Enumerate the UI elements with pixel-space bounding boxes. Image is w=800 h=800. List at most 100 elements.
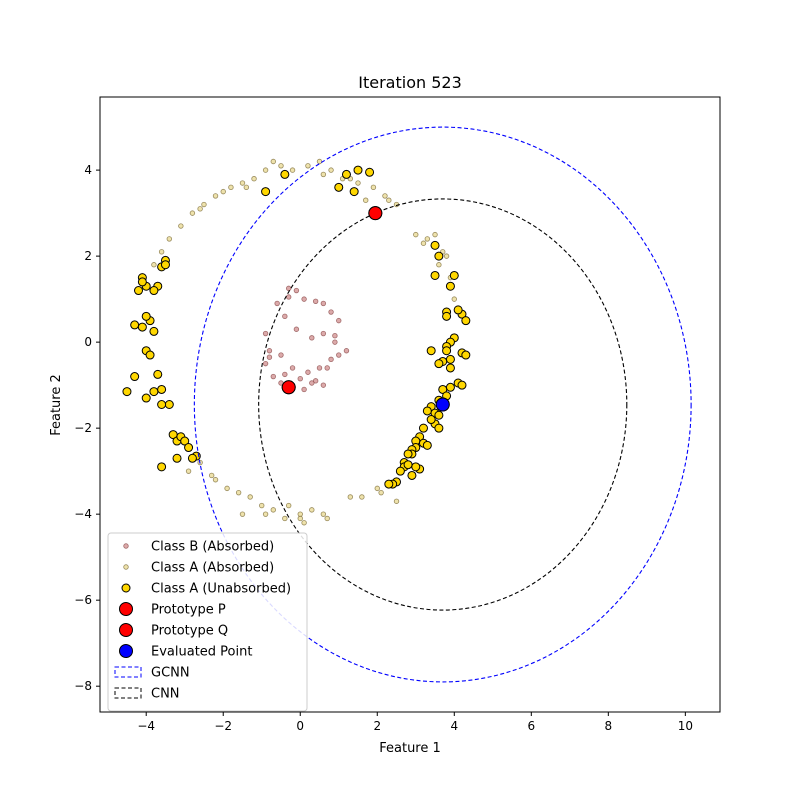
point-class-a-unabsorbed xyxy=(445,363,455,373)
y-tick-label: −8 xyxy=(74,679,92,693)
point-class-a-absorbed xyxy=(393,498,400,504)
legend-box xyxy=(107,532,308,712)
point-class-b-absorbed xyxy=(266,354,273,360)
point-class-a-absorbed xyxy=(259,502,265,509)
point-class-a-absorbed xyxy=(289,167,296,173)
legend-swatch xyxy=(123,564,129,570)
marker-prototype-p xyxy=(368,206,383,221)
point-class-b-absorbed xyxy=(343,348,350,354)
point-class-b-absorbed xyxy=(316,365,323,371)
legend-swatch xyxy=(119,623,133,637)
point-class-b-absorbed xyxy=(312,298,319,304)
point-class-a-unabsorbed xyxy=(341,169,351,179)
point-class-b-absorbed xyxy=(301,296,307,302)
point-class-a-unabsorbed xyxy=(184,443,194,453)
point-class-a-absorbed xyxy=(305,163,311,169)
point-class-a-absorbed xyxy=(151,262,157,268)
marker-evaluated-point xyxy=(435,397,450,412)
point-class-a-absorbed xyxy=(178,223,184,229)
point-class-a-absorbed xyxy=(262,511,269,517)
point-class-a-unabsorbed xyxy=(445,382,455,392)
point-class-a-unabsorbed xyxy=(157,384,167,394)
marker-prototype-q xyxy=(281,380,296,395)
point-class-a-absorbed xyxy=(262,167,269,173)
point-class-a-unabsorbed xyxy=(157,400,167,409)
point-class-a-unabsorbed xyxy=(149,286,159,296)
legend-item-prototype-p: Prototype P xyxy=(119,602,226,618)
point-class-b-absorbed xyxy=(262,330,269,337)
point-class-a-absorbed xyxy=(436,262,442,268)
point-class-a-unabsorbed xyxy=(422,440,432,450)
x-tick-label: −4 xyxy=(137,719,155,733)
point-class-a-absorbed xyxy=(413,231,419,238)
point-class-a-unabsorbed xyxy=(457,380,467,390)
x-tick-label: 4 xyxy=(450,719,458,733)
x-tick-label: 10 xyxy=(678,719,693,733)
y-tick-label: 2 xyxy=(84,249,92,263)
point-class-a-absorbed xyxy=(297,515,303,522)
point-class-a-unabsorbed xyxy=(172,453,182,463)
point-class-a-unabsorbed xyxy=(449,270,459,280)
point-class-a-unabsorbed xyxy=(160,260,170,270)
point-class-a-absorbed xyxy=(328,167,334,173)
point-class-a-absorbed xyxy=(451,296,457,302)
point-class-a-unabsorbed xyxy=(461,316,471,326)
point-class-b-absorbed xyxy=(336,352,342,358)
point-class-a-absorbed xyxy=(309,507,315,513)
point-class-a-unabsorbed xyxy=(349,187,359,197)
point-class-a-absorbed xyxy=(166,236,173,242)
point-class-b-absorbed xyxy=(309,380,315,386)
point-class-a-absorbed xyxy=(235,489,242,496)
boundary-gcnn xyxy=(193,126,692,683)
point-class-a-unabsorbed xyxy=(438,384,448,394)
point-class-a-absorbed xyxy=(201,201,207,208)
legend-item-class-a-absorbed: Class A (Absorbed) xyxy=(123,561,274,576)
point-class-a-unabsorbed xyxy=(141,393,151,403)
legend-item-class-b-absorbed: Class B (Absorbed) xyxy=(123,540,274,555)
x-tick-label: −2 xyxy=(214,719,232,733)
point-class-a-unabsorbed xyxy=(122,387,132,397)
y-tick-label: −4 xyxy=(74,507,92,521)
point-class-a-unabsorbed xyxy=(157,462,167,472)
point-class-b-absorbed xyxy=(336,317,342,324)
point-class-a-unabsorbed xyxy=(141,311,151,321)
y-tick-label: −2 xyxy=(74,421,92,435)
point-class-a-unabsorbed xyxy=(445,281,455,291)
point-class-a-absorbed xyxy=(189,210,196,216)
point-class-a-absorbed xyxy=(208,472,215,479)
point-class-b-absorbed xyxy=(301,386,307,393)
point-class-a-absorbed xyxy=(374,485,380,492)
point-class-a-unabsorbed xyxy=(426,346,436,356)
point-class-a-unabsorbed xyxy=(145,350,155,360)
legend-item-evaluated-point: Evaluated Point xyxy=(119,644,252,660)
point-class-a-unabsorbed xyxy=(134,286,144,296)
x-axis-label: Feature 1 xyxy=(379,741,441,756)
point-class-b-absorbed xyxy=(324,365,330,371)
point-class-b-absorbed xyxy=(285,285,292,292)
point-class-a-absorbed xyxy=(324,515,330,522)
y-tick-label: 4 xyxy=(84,163,92,177)
legend-label: Evaluated Point xyxy=(151,645,252,660)
point-class-a-unabsorbed xyxy=(434,410,444,420)
point-class-a-absorbed xyxy=(443,253,450,259)
point-class-a-absorbed xyxy=(239,511,246,517)
point-class-a-unabsorbed xyxy=(261,187,271,197)
point-class-a-absorbed xyxy=(320,511,327,517)
point-class-a-unabsorbed xyxy=(422,406,432,416)
point-class-a-absorbed xyxy=(285,502,292,509)
point-class-b-absorbed xyxy=(289,365,296,371)
legend-label: CNN xyxy=(151,687,180,702)
point-class-a-unabsorbed xyxy=(384,479,394,489)
point-class-b-absorbed xyxy=(309,335,315,341)
point-class-a-absorbed xyxy=(185,468,192,474)
point-class-a-unabsorbed xyxy=(130,372,140,382)
point-class-a-absorbed xyxy=(301,520,307,526)
point-class-b-absorbed xyxy=(305,369,311,375)
legend-label: Class A (Absorbed) xyxy=(151,561,274,576)
point-class-a-unabsorbed xyxy=(411,462,421,472)
point-class-a-absorbed xyxy=(378,489,384,496)
point-class-a-unabsorbed xyxy=(164,400,174,409)
point-class-a-absorbed xyxy=(212,477,219,483)
point-class-a-unabsorbed xyxy=(445,354,455,364)
